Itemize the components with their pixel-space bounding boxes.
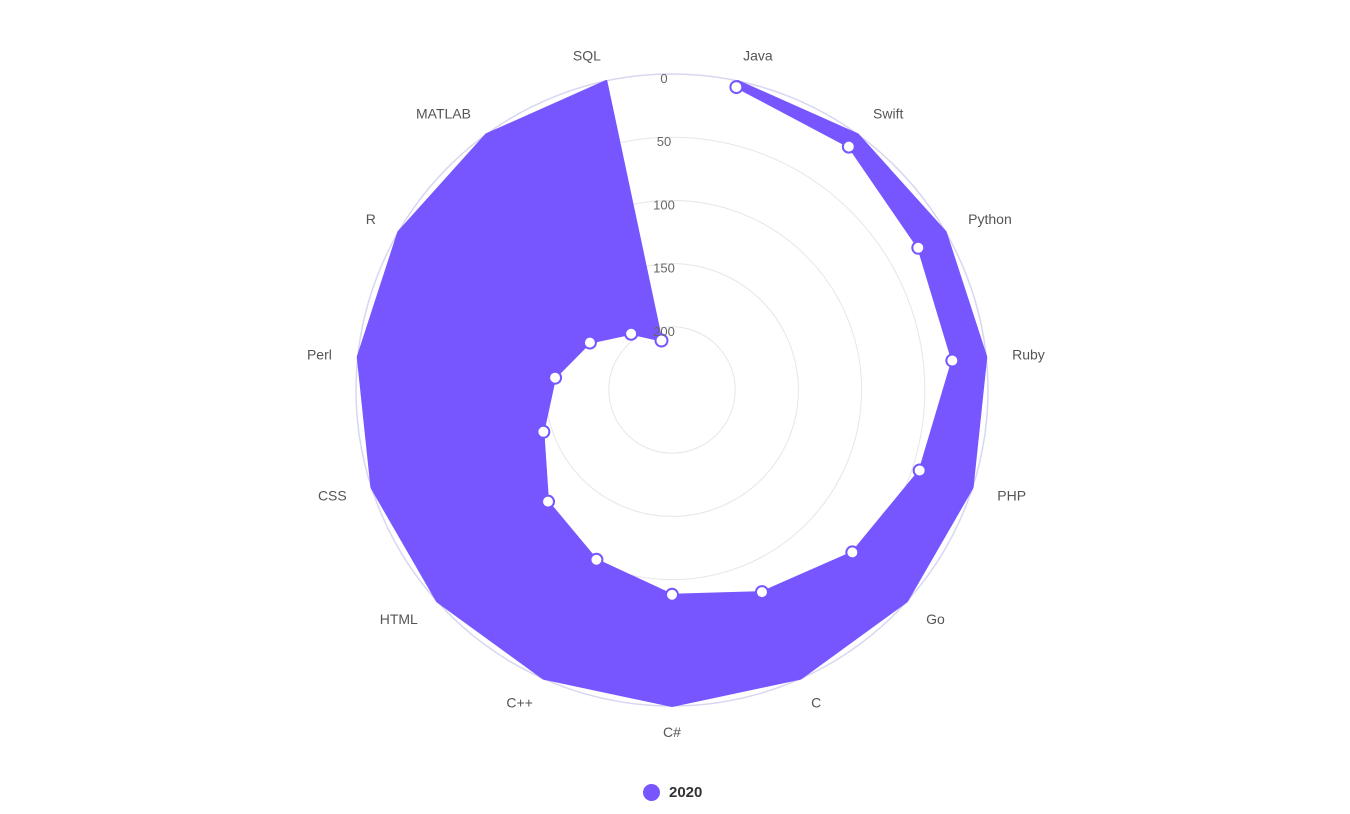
legend-label-2020: 2020 [669,784,703,801]
point-go[interactable] [845,545,860,560]
point-c[interactable] [754,585,769,600]
series-area-2020 [356,79,988,707]
category-label-r: R [366,211,376,227]
category-label-python: Python [968,211,1012,227]
category-label-php: PHP [997,488,1026,504]
category-label-c: C [811,694,821,710]
point-c-[interactable] [665,587,679,602]
point-ruby[interactable] [945,353,960,368]
category-label-go: Go [926,611,945,627]
category-labels: Java Swift Python Ruby PHP Go C C# C++ HTML CSS Per… [307,47,1045,740]
category-label-matlab: MATLAB [416,105,471,121]
legend[interactable]: 2020 [643,784,702,801]
radial-tick-200: 200 [653,324,675,339]
radial-tick-labels: 0 50 100 150 200 [653,71,675,339]
radial-tick-100: 100 [653,197,675,212]
point-html[interactable] [541,494,556,509]
point-python[interactable] [911,240,926,255]
category-label-css: CSS [318,488,347,504]
category-label-ruby: Ruby [1012,346,1045,362]
point-swift[interactable] [841,139,856,154]
category-label-c-: C# [663,724,681,740]
point-css[interactable] [536,424,551,439]
radial-tick-50: 50 [657,134,671,149]
point-matlab[interactable] [624,326,639,341]
point-r[interactable] [582,335,597,350]
legend-marker-2020 [643,784,660,801]
category-label-html: HTML [380,611,418,627]
series-2020 [356,79,988,707]
point-c-[interactable] [589,552,604,567]
grid-ring-200 [608,326,736,454]
point-php[interactable] [912,463,927,478]
radial-tick-150: 150 [653,261,675,276]
category-label-java: Java [743,47,773,63]
category-label-sql: SQL [573,47,601,63]
category-label-swift: Swift [873,105,903,121]
point-sql[interactable] [654,333,669,348]
category-label-c-: C++ [506,694,532,710]
radial-tick-0: 0 [660,71,667,86]
data-points [536,80,960,602]
category-label-perl: Perl [307,346,332,362]
point-perl[interactable] [548,370,563,385]
point-java[interactable] [729,80,744,95]
